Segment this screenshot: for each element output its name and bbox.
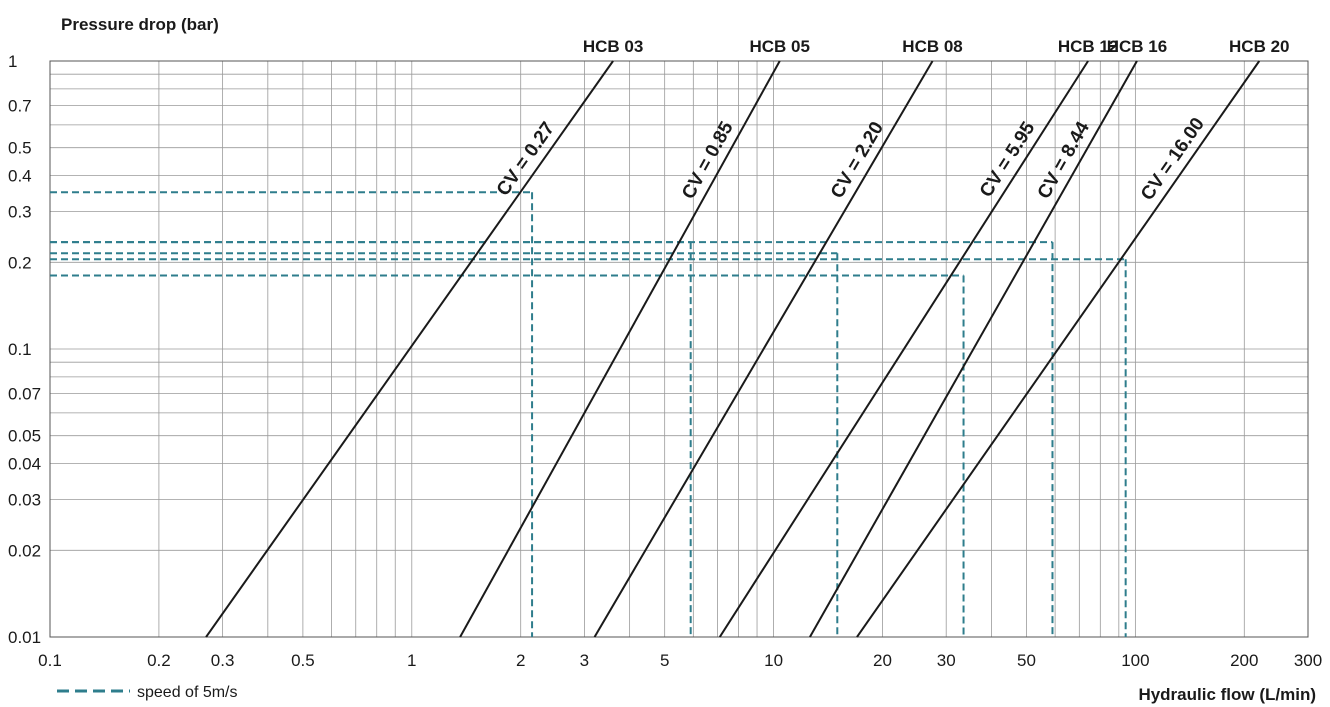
cv-value-label: CV = 16.00 [1137,114,1209,204]
cv-curve [809,60,1138,638]
x-tick-label: 10 [764,651,783,670]
x-tick-label: 300 [1294,651,1322,670]
y-tick-label: 0.3 [8,203,32,222]
y-tick-label: 0.03 [8,491,41,510]
cv-curves [205,60,1261,638]
x-tick-label: 200 [1230,651,1258,670]
grid [49,60,1309,638]
cv-curve [205,60,614,638]
cv-curve [459,60,781,638]
x-tick-label: 5 [660,651,669,670]
y-tick-label: 0.04 [8,455,41,474]
series-name-label: HCB 12 [1058,37,1118,56]
x-tick-label: 1 [407,651,416,670]
x-tick-label: 0.3 [211,651,235,670]
y-tick-label: 0.05 [8,427,41,446]
x-tick-label: 3 [580,651,589,670]
x-tick-label: 0.1 [38,651,62,670]
y-tick-label: 1 [8,52,17,71]
y-tick-label: 0.1 [8,340,32,359]
speed-reference-lines [50,191,1127,637]
cv-value-label: CV = 0.27 [493,118,559,200]
y-tick-label: 0.7 [8,97,32,116]
y-tick-label: 0.5 [8,139,32,158]
y-axis-title: Pressure drop (bar) [61,15,219,34]
y-tick-label: 0.02 [8,541,41,560]
cv-curve [856,60,1261,638]
x-tick-label: 100 [1121,651,1149,670]
y-tick-label: 0.4 [8,167,32,186]
series-name-label: HCB 20 [1229,37,1289,56]
cv-curve [593,60,934,638]
x-axis-title: Hydraulic flow (L/min) [1138,685,1316,704]
legend: speed of 5m/s [57,684,238,701]
x-tick-label: 50 [1017,651,1036,670]
x-tick-label: 0.2 [147,651,171,670]
y-tick-label: 0.07 [8,385,41,404]
x-tick-label: 30 [937,651,956,670]
y-tick-label: 0.2 [8,253,32,272]
y-tick-label: 0.01 [8,628,41,647]
x-tick-label: 0.5 [291,651,315,670]
cv-value-label: CV = 5.95 [976,118,1040,201]
cv-curve [718,60,1089,638]
series-name-label: HCB 03 [583,37,643,56]
axis-tick-labels: 0.1 0.2 0.3 0.5 1 2 3 5 10 20 30 50 100 200 300 0.01 0.0… [8,52,1322,670]
series-name-label: HCB 08 [902,37,962,56]
series-name-label: HCB 05 [750,37,810,56]
x-tick-label: 2 [516,651,525,670]
plot-frame [49,60,1309,638]
x-tick-label: 20 [873,651,892,670]
legend-label: speed of 5m/s [137,684,238,701]
series-name-label: HCB 16 [1107,37,1167,56]
